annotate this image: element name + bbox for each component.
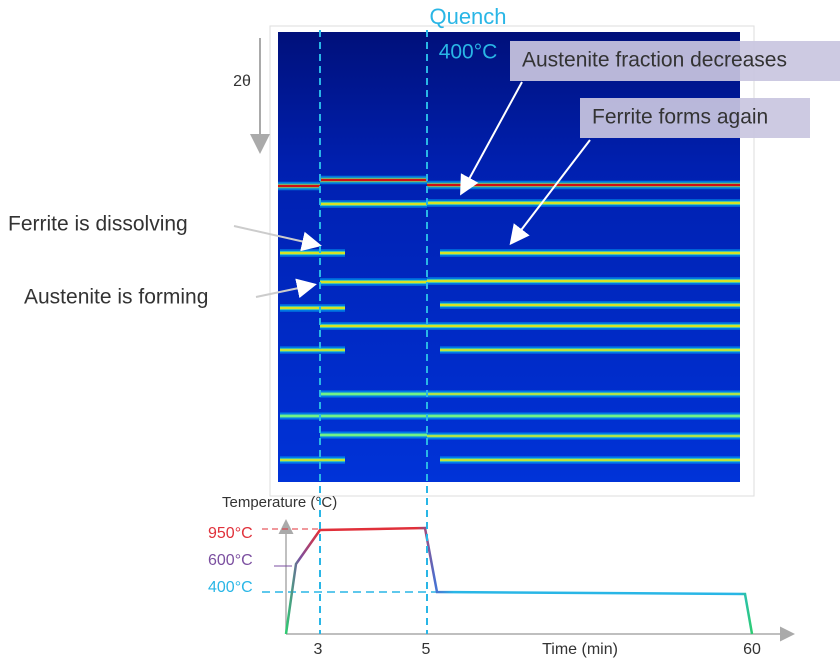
temperature-label: 950°C [208, 525, 253, 542]
annotation-arrow [460, 81, 523, 196]
time-label: 60 [743, 641, 761, 658]
quench-temp: 400°C [439, 41, 498, 64]
time-label: 3 [314, 641, 323, 658]
quench-label: Quench [429, 4, 506, 29]
axis-label: 2θ [233, 73, 251, 90]
annotation: Ferrite is dissolving [8, 213, 188, 236]
y-axis-label: Temperature (°C) [222, 494, 337, 511]
annotation: Ferrite forms again [592, 106, 768, 129]
temperature-label: 600°C [208, 552, 253, 569]
annotation: Austenite is forming [24, 286, 208, 309]
x-axis-label: Time (min) [542, 641, 618, 658]
annotation: Austenite fraction decreases [522, 49, 787, 72]
diffraction-lines [278, 175, 740, 464]
annotation-box [580, 98, 810, 138]
annotation-box [510, 41, 840, 81]
annotation-arrow [509, 139, 591, 246]
annotation-arrow [255, 278, 317, 299]
temperature-curve [284, 526, 754, 635]
time-label: 5 [422, 641, 431, 658]
temperature-label: 400°C [208, 579, 253, 596]
annotation-arrow [233, 225, 322, 252]
